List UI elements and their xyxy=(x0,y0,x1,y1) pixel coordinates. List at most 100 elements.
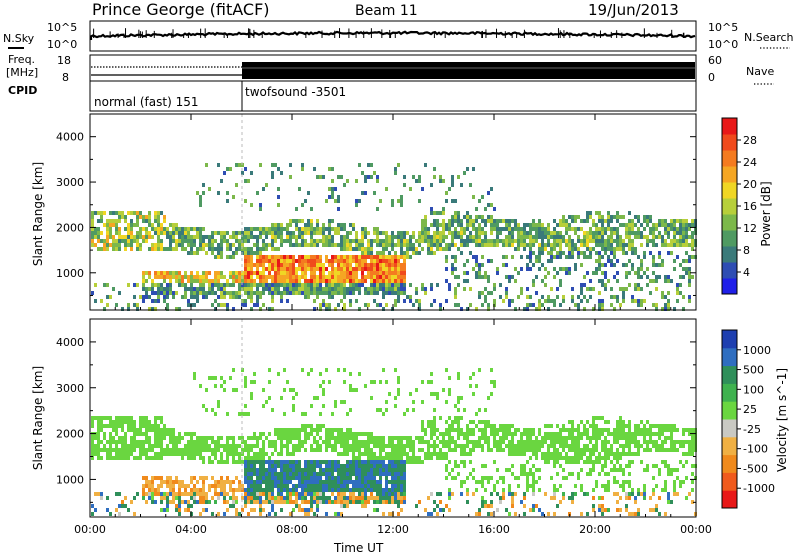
power-cell xyxy=(148,275,151,279)
velocity-cell xyxy=(376,480,379,484)
velocity-cell xyxy=(427,440,430,444)
power-cell xyxy=(139,211,142,215)
power-cell xyxy=(256,287,259,291)
velocity-cell xyxy=(277,488,280,492)
velocity-cell xyxy=(409,392,412,396)
power-cell xyxy=(217,191,220,195)
velocity-cell xyxy=(265,476,268,480)
power-cell xyxy=(493,239,496,243)
velocity-cell xyxy=(379,492,382,496)
power-cell xyxy=(268,231,271,235)
velocity-cell xyxy=(301,412,304,416)
velocity-cell xyxy=(178,484,181,488)
velocity-cell xyxy=(130,452,133,456)
velocity-cell xyxy=(463,436,466,440)
velocity-cell xyxy=(367,440,370,444)
power-cell xyxy=(379,251,382,255)
velocity-cell xyxy=(370,476,373,480)
power-cell xyxy=(373,287,376,291)
power-cell xyxy=(598,211,601,215)
velocity-cell xyxy=(520,448,523,452)
velocity-cell xyxy=(406,408,409,412)
velocity-cell xyxy=(247,512,250,516)
velocity-cell xyxy=(253,444,256,448)
power-cell xyxy=(136,215,139,219)
velocity-cell xyxy=(424,456,427,460)
power-cell xyxy=(232,283,235,287)
velocity-cell xyxy=(124,496,127,500)
power-cell xyxy=(688,283,691,287)
power-cell xyxy=(199,199,202,203)
velocity-cell xyxy=(328,436,331,440)
velocity-cell xyxy=(130,416,133,420)
power-cell xyxy=(253,235,256,239)
velocity-cell xyxy=(223,488,226,492)
velocity-cell xyxy=(178,504,181,508)
velocity-cell xyxy=(520,464,523,468)
velocity-cell xyxy=(334,460,337,464)
power-cell xyxy=(292,287,295,291)
velocity-cell xyxy=(220,460,223,464)
power-cell xyxy=(397,199,400,203)
velocity-cell xyxy=(526,436,529,440)
velocity-cell xyxy=(346,496,349,500)
velocity-cell xyxy=(346,476,349,480)
velocity-cell xyxy=(394,452,397,456)
power-cell xyxy=(637,283,640,287)
nave-tick-bottom: 0 xyxy=(708,71,715,84)
velocity-cell xyxy=(268,432,271,436)
velocity-cell xyxy=(376,436,379,440)
power-cell xyxy=(472,219,475,223)
velocity-cell xyxy=(346,444,349,448)
velocity-cell xyxy=(367,464,370,468)
power-cell xyxy=(673,235,676,239)
velocity-cell xyxy=(508,512,511,516)
power-cell xyxy=(169,243,172,247)
power-cell xyxy=(136,307,139,311)
power-cell xyxy=(97,247,100,251)
velocity-cell xyxy=(259,472,262,476)
velocity-cell xyxy=(238,484,241,488)
velocity-cell xyxy=(370,396,373,400)
power-cell xyxy=(283,275,286,279)
velocity-cell xyxy=(145,480,148,484)
velocity-cell xyxy=(265,480,268,484)
velocity-cell xyxy=(559,484,562,488)
power-cell xyxy=(103,243,106,247)
velocity-cell xyxy=(616,460,619,464)
velocity-cell xyxy=(283,428,286,432)
velocity-cell xyxy=(301,368,304,372)
power-cell xyxy=(289,271,292,275)
velocity-cell xyxy=(478,408,481,412)
power-cell xyxy=(184,231,187,235)
power-cell xyxy=(520,267,523,271)
power-cell xyxy=(349,255,352,259)
velocity-cell xyxy=(91,448,94,452)
velocity-cell xyxy=(400,500,403,504)
power-cell xyxy=(586,247,589,251)
velocity-cell xyxy=(226,460,229,464)
power-cell xyxy=(385,255,388,259)
power-cell xyxy=(259,291,262,295)
velocity-cell xyxy=(355,484,358,488)
power-cell xyxy=(355,275,358,279)
power-cell xyxy=(124,219,127,223)
velocity-cell xyxy=(367,484,370,488)
power-cell xyxy=(691,255,694,259)
velocity-cell xyxy=(226,444,229,448)
velocity-cell xyxy=(322,388,325,392)
power-cell xyxy=(550,243,553,247)
power-cell xyxy=(202,271,205,275)
velocity-cell xyxy=(184,448,187,452)
power-cell xyxy=(322,235,325,239)
velocity-cell xyxy=(358,432,361,436)
power-cell xyxy=(631,247,634,251)
velocity-cell xyxy=(283,468,286,472)
velocity-cell xyxy=(547,448,550,452)
velocity-cell xyxy=(259,456,262,460)
velocity-cell xyxy=(403,472,406,476)
velocity-cell xyxy=(244,380,247,384)
velocity-cell xyxy=(265,468,268,472)
velocity-cell xyxy=(307,476,310,480)
power-cell xyxy=(556,243,559,247)
